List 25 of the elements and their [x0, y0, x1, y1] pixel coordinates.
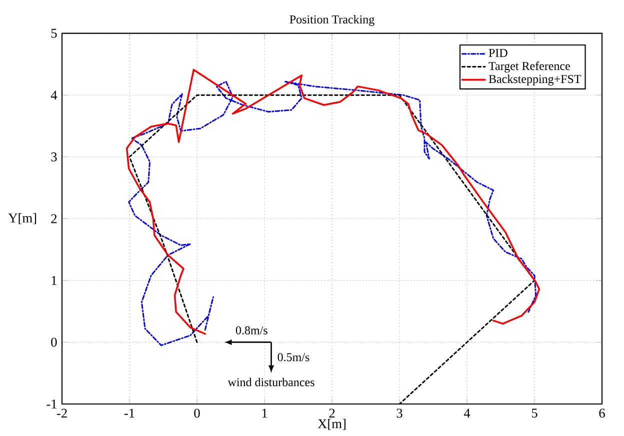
chart-title: Position Tracking [290, 15, 374, 26]
y-tick-label: 1 [52, 276, 56, 285]
y-tick-label: 5 [51, 28, 57, 38]
legend-label: Backstepping+FST [488, 74, 582, 86]
legend-label: Target Reference [488, 62, 570, 73]
x-tick-label: -2 [56, 408, 67, 418]
legend-label: PID [488, 48, 508, 57]
annotation: wind disturbances [228, 378, 314, 386]
y-tick-label: 0 [51, 338, 57, 347]
x-tick-label: -1 [124, 408, 134, 418]
y-tick-label: -1 [46, 400, 56, 408]
annotation: 0.8m/s [236, 326, 268, 334]
x-tick-label: 5 [532, 408, 538, 418]
annotation: 0.5m/s [278, 353, 310, 362]
x-tick-label: 4 [464, 408, 470, 418]
y-axis-title: Y[m] [8, 213, 36, 224]
x-tick-label: 3 [396, 408, 402, 418]
x-tick-label: 2 [329, 408, 335, 418]
x-tick-label: 6 [599, 408, 605, 418]
y-tick-label: 3 [51, 152, 57, 162]
x-tick-label: 0 [194, 408, 200, 418]
x-axis-title: X[m] [318, 418, 346, 430]
x-tick-label: 1 [262, 408, 268, 418]
y-tick-label: 4 [50, 90, 58, 100]
y-tick-label: 2 [51, 214, 57, 224]
